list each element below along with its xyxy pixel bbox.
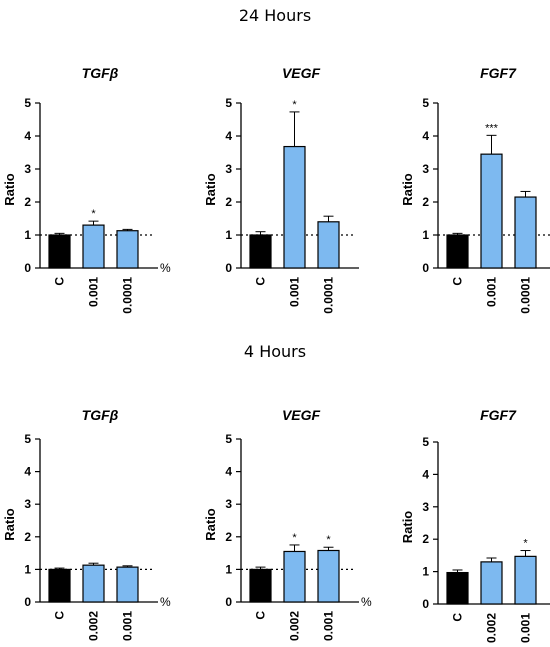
category-label: 0.0001 [121, 277, 135, 314]
y-tick-label: 1 [24, 228, 31, 242]
y-tick-label: 5 [225, 96, 232, 110]
significance-marker: * [523, 538, 528, 550]
y-tick-label: 2 [24, 530, 31, 544]
bar [317, 221, 340, 269]
unit-label: % [160, 261, 171, 275]
category-label: 0.001 [121, 611, 135, 641]
bar [317, 549, 340, 603]
y-axis-label: Ratio [2, 508, 17, 541]
category-label: C [254, 277, 268, 286]
y-tick-label: 3 [422, 162, 429, 176]
panel-title: FGF7 [480, 407, 517, 423]
y-tick-label: 5 [422, 96, 429, 110]
y-tick-label: 3 [422, 500, 429, 514]
y-tick-label: 5 [24, 432, 31, 446]
category-label: 0.001 [288, 277, 302, 307]
bar [48, 568, 71, 603]
significance-marker: * [292, 99, 297, 111]
category-label: C [451, 613, 465, 622]
bar [82, 224, 105, 269]
y-tick-label: 5 [422, 435, 429, 449]
y-tick-label: 4 [24, 465, 31, 479]
category-label: 0.001 [87, 277, 101, 307]
panel-title: VEGF [282, 407, 321, 423]
y-tick-label: 0 [225, 595, 232, 609]
y-tick-label: 3 [225, 162, 232, 176]
category-label: 0.001 [322, 611, 336, 641]
y-axis-label: Ratio [400, 511, 415, 544]
bar [446, 571, 469, 605]
category-label: C [254, 611, 268, 620]
y-tick-label: 2 [225, 195, 232, 209]
panel-title: VEGF [282, 65, 321, 81]
y-tick-label: 5 [225, 432, 232, 446]
significance-marker: * [292, 532, 297, 544]
panel-title: TGFβ [82, 65, 119, 81]
y-tick-label: 1 [225, 562, 232, 576]
bar [249, 234, 272, 269]
y-axis-label: Ratio [203, 173, 218, 206]
bar [82, 564, 105, 603]
category-label: C [53, 277, 67, 286]
y-tick-label: 2 [225, 530, 232, 544]
category-label: 0.001 [485, 277, 499, 307]
y-tick-label: 0 [422, 597, 429, 611]
category-label: 0.0001 [322, 277, 336, 314]
y-axis-label: Ratio [2, 173, 17, 206]
category-label: C [53, 611, 67, 620]
y-tick-label: 1 [422, 565, 429, 579]
y-tick-label: 4 [422, 467, 429, 481]
significance-marker: * [91, 208, 96, 220]
category-label: 0.002 [288, 611, 302, 641]
category-label: 0.0001 [519, 277, 533, 314]
panel-title: TGFβ [82, 407, 119, 423]
y-tick-label: 1 [422, 228, 429, 242]
y-tick-label: 3 [225, 497, 232, 511]
category-label: C [451, 277, 465, 286]
bar [446, 234, 469, 269]
unit-label: % [160, 595, 171, 609]
y-axis-label: Ratio [400, 173, 415, 206]
y-tick-label: 2 [422, 195, 429, 209]
bar [249, 568, 272, 603]
bar [48, 234, 71, 269]
section-title-24h: 24 Hours [238, 6, 312, 25]
y-tick-label: 0 [24, 595, 31, 609]
bar [480, 561, 503, 605]
bar [116, 230, 139, 269]
category-label: 0.001 [519, 613, 533, 643]
unit-label: % [361, 595, 372, 609]
y-tick-label: 2 [24, 195, 31, 209]
category-label: 0.002 [87, 611, 101, 641]
panel-title: FGF7 [480, 65, 517, 81]
bar [116, 566, 139, 603]
y-tick-label: 4 [24, 129, 31, 143]
y-tick-label: 1 [24, 562, 31, 576]
y-tick-label: 4 [225, 465, 232, 479]
y-tick-label: 0 [24, 261, 31, 275]
bar [514, 555, 537, 605]
bar [283, 145, 306, 269]
y-tick-label: 0 [225, 261, 232, 275]
significance-marker: *** [485, 122, 499, 134]
significance-marker: * [326, 534, 331, 546]
y-tick-label: 1 [225, 228, 232, 242]
y-axis-label: Ratio [203, 508, 218, 541]
y-tick-label: 2 [422, 532, 429, 546]
bar [480, 153, 503, 269]
bar [514, 196, 537, 269]
y-tick-label: 4 [225, 129, 232, 143]
category-label: 0.002 [485, 613, 499, 643]
y-tick-label: 3 [24, 497, 31, 511]
y-tick-label: 5 [24, 96, 31, 110]
y-tick-label: 4 [422, 129, 429, 143]
section-title-4h: 4 Hours [243, 342, 307, 361]
y-tick-label: 0 [422, 261, 429, 275]
bar [283, 550, 306, 603]
y-tick-label: 3 [24, 162, 31, 176]
